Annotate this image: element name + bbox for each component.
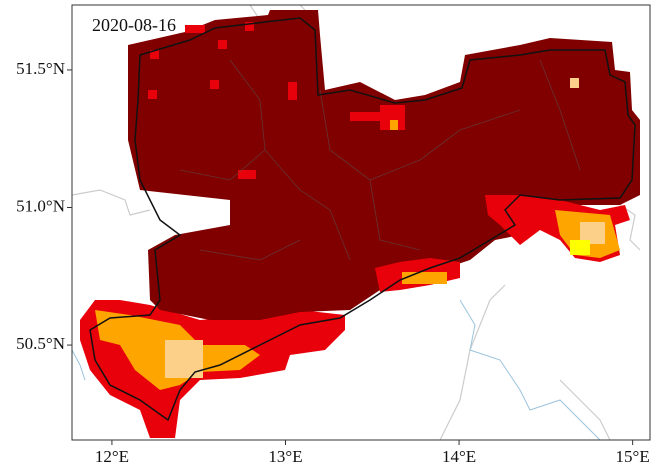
map-layer: [72, 5, 641, 440]
state-border: [89, 17, 636, 422]
raster-cells: [580, 222, 605, 244]
country-border: [619, 204, 641, 251]
district-border: [179, 59, 581, 261]
y-tick-label: 50.5°N: [16, 334, 65, 353]
x-tick-label: 15°E: [616, 447, 650, 466]
date-label: 2020-08-16: [92, 15, 176, 35]
x-tick-label: 12°E: [95, 447, 129, 466]
x-tick-label: 13°E: [268, 447, 302, 466]
y-tick-label: 51.5°N: [16, 59, 65, 78]
raster-cells: [148, 22, 509, 223]
x-tick-label: 14°E: [442, 447, 476, 466]
country-border: [72, 189, 151, 216]
raster-cells: [390, 120, 398, 130]
frame: [71, 4, 651, 441]
raster-cells: [570, 78, 579, 88]
raster-cells: [402, 272, 447, 284]
raster-cells: [570, 240, 590, 255]
river: [72, 299, 601, 440]
raster-cells: [165, 340, 203, 378]
raster-cells: [128, 10, 640, 320]
y-tick-label: 51.0°N: [16, 196, 65, 215]
